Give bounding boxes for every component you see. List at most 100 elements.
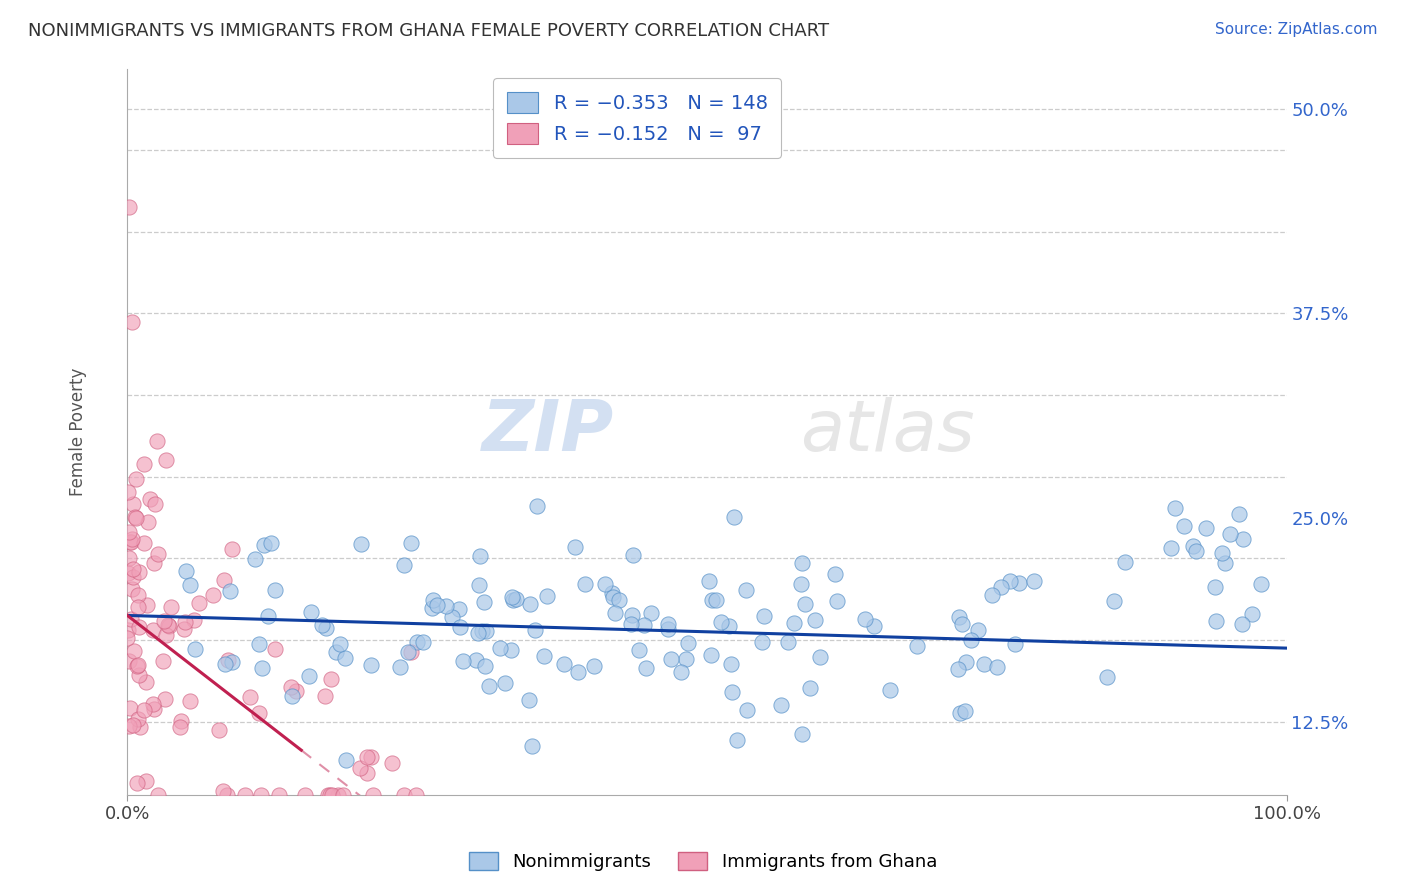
Point bbox=[328, 788, 350, 802]
Point bbox=[634, 661, 657, 675]
Point bbox=[700, 593, 723, 607]
Point bbox=[879, 683, 901, 698]
Point bbox=[125, 776, 148, 790]
Point bbox=[523, 624, 546, 638]
Point bbox=[468, 577, 491, 591]
Point bbox=[128, 712, 150, 726]
Point bbox=[628, 643, 651, 657]
Point bbox=[533, 649, 555, 664]
Point bbox=[325, 645, 347, 659]
Point bbox=[1008, 575, 1031, 590]
Point bbox=[451, 654, 474, 668]
Point bbox=[735, 583, 758, 598]
Point bbox=[201, 588, 224, 602]
Point bbox=[174, 564, 197, 578]
Point bbox=[1204, 580, 1226, 594]
Point bbox=[946, 662, 969, 676]
Point bbox=[136, 516, 159, 530]
Text: Source: ZipAtlas.com: Source: ZipAtlas.com bbox=[1215, 22, 1378, 37]
Point bbox=[117, 623, 139, 637]
Point bbox=[142, 698, 165, 712]
Point bbox=[948, 610, 970, 624]
Point bbox=[790, 576, 813, 591]
Point bbox=[247, 706, 270, 720]
Point bbox=[127, 657, 149, 672]
Point bbox=[955, 656, 977, 670]
Point bbox=[122, 497, 145, 511]
Point bbox=[122, 570, 145, 584]
Point bbox=[169, 720, 191, 734]
Point bbox=[134, 536, 156, 550]
Point bbox=[135, 675, 157, 690]
Legend: Nonimmigrants, Immigrants from Ghana: Nonimmigrants, Immigrants from Ghana bbox=[461, 845, 945, 879]
Point bbox=[783, 615, 806, 630]
Point bbox=[356, 750, 378, 764]
Point bbox=[468, 549, 491, 563]
Point bbox=[790, 727, 813, 741]
Point bbox=[1213, 556, 1236, 570]
Point bbox=[117, 524, 139, 539]
Point bbox=[127, 600, 149, 615]
Point bbox=[245, 552, 267, 566]
Point bbox=[253, 538, 276, 552]
Point bbox=[633, 618, 655, 632]
Point bbox=[1095, 670, 1118, 684]
Point bbox=[125, 511, 148, 525]
Point bbox=[412, 635, 434, 649]
Point bbox=[233, 788, 256, 802]
Point bbox=[862, 619, 884, 633]
Point bbox=[808, 649, 831, 664]
Point bbox=[121, 562, 143, 576]
Text: Female Poverty: Female Poverty bbox=[69, 368, 87, 496]
Point bbox=[1173, 519, 1195, 533]
Point bbox=[142, 623, 165, 637]
Point bbox=[152, 654, 174, 668]
Point bbox=[447, 602, 470, 616]
Point bbox=[520, 739, 543, 753]
Point bbox=[502, 593, 524, 607]
Point bbox=[1230, 616, 1253, 631]
Point bbox=[208, 723, 231, 737]
Point bbox=[263, 641, 285, 656]
Point bbox=[121, 315, 143, 329]
Point bbox=[1205, 614, 1227, 628]
Point bbox=[179, 693, 201, 707]
Point bbox=[1102, 593, 1125, 607]
Point bbox=[153, 615, 176, 629]
Point bbox=[399, 535, 422, 549]
Point bbox=[121, 532, 143, 546]
Point bbox=[153, 692, 176, 706]
Point bbox=[128, 620, 150, 634]
Point bbox=[118, 719, 141, 733]
Point bbox=[1182, 539, 1205, 553]
Text: ZIP: ZIP bbox=[482, 397, 614, 467]
Point bbox=[583, 659, 606, 673]
Point bbox=[146, 547, 169, 561]
Point bbox=[776, 635, 799, 649]
Point bbox=[574, 576, 596, 591]
Point bbox=[121, 582, 143, 597]
Point bbox=[360, 750, 382, 764]
Point bbox=[440, 610, 463, 624]
Point bbox=[118, 701, 141, 715]
Point bbox=[314, 689, 336, 703]
Legend: R = −0.353   N = 148, R = −0.152   N =  97: R = −0.353 N = 148, R = −0.152 N = 97 bbox=[494, 78, 782, 158]
Point bbox=[735, 703, 758, 717]
Point bbox=[553, 657, 575, 672]
Point bbox=[396, 645, 419, 659]
Point bbox=[132, 703, 155, 717]
Point bbox=[315, 621, 337, 635]
Point bbox=[620, 616, 643, 631]
Point bbox=[127, 588, 149, 602]
Point bbox=[467, 625, 489, 640]
Point bbox=[256, 608, 278, 623]
Point bbox=[725, 733, 748, 747]
Point bbox=[356, 765, 378, 780]
Point bbox=[567, 665, 589, 680]
Point bbox=[284, 684, 307, 698]
Point bbox=[793, 597, 815, 611]
Point bbox=[350, 537, 373, 551]
Point bbox=[298, 668, 321, 682]
Point bbox=[280, 681, 302, 695]
Point bbox=[1211, 546, 1233, 560]
